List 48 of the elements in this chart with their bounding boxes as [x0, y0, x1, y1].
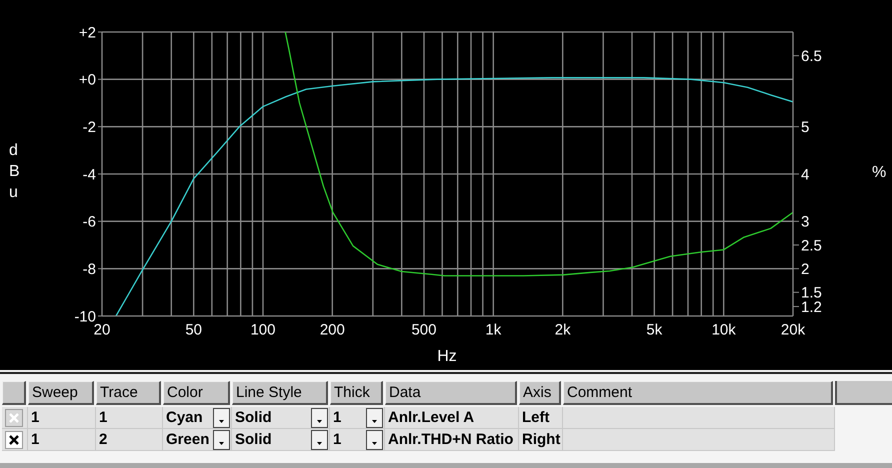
x-tick-label: 1k	[485, 322, 502, 339]
text: Line Style	[232, 381, 328, 405]
x-tick-label: 20	[94, 322, 110, 339]
text: Data	[385, 381, 517, 405]
text: Left	[519, 407, 563, 429]
text: 1	[96, 407, 163, 429]
y-tick-label: -2	[82, 118, 96, 136]
text: Color	[163, 381, 230, 405]
text: Trace	[96, 381, 161, 405]
text: Anlr.Level A	[385, 407, 519, 429]
x-tick-label: 10k	[712, 322, 736, 339]
x-tick-label: 500	[411, 322, 437, 339]
text: 1	[330, 407, 385, 429]
x-tick-label: 5k	[646, 322, 663, 339]
text: Solid	[232, 407, 330, 429]
text: Comment	[563, 381, 833, 405]
text: 1	[330, 429, 385, 451]
y-tick-label: -6	[82, 214, 96, 231]
x-tick-label: 200	[320, 322, 345, 339]
y2-axis-title: %	[872, 164, 886, 182]
text: Cyan	[163, 407, 232, 429]
x-tick-label: 100	[250, 322, 276, 339]
y-tick-label: -4	[82, 166, 96, 184]
y-axis-title: dBu	[9, 141, 21, 203]
x-axis-title: Hz	[436, 348, 458, 366]
text: 1	[28, 407, 96, 429]
y2-tick-label: 2	[801, 260, 810, 278]
x-tick-label: 50	[185, 322, 202, 339]
y-tick-label: +0	[78, 72, 96, 89]
text: Thick	[330, 381, 383, 405]
y-tick-label: -8	[82, 260, 96, 278]
text: Axis	[519, 381, 561, 405]
text: Right	[519, 429, 563, 451]
text: 1	[28, 429, 96, 451]
y2-tick-label: 6.5	[801, 48, 822, 65]
text: Sweep	[28, 381, 94, 405]
y-tick-label: +2	[78, 24, 96, 42]
x-tick-label: 2k	[554, 322, 572, 339]
x-tick-label: 20k	[780, 322, 806, 339]
y2-tick-label: 3	[801, 214, 810, 231]
y2-tick-label: 4	[801, 166, 810, 184]
text: Solid	[232, 429, 330, 451]
text: Anlr.THD+N Ratio	[385, 429, 519, 451]
text: Green	[163, 429, 232, 451]
y-tick-label: -10	[74, 308, 96, 326]
y2-tick-label: 2.5	[801, 237, 822, 254]
y2-tick-label: 5	[801, 118, 810, 136]
text: 2	[96, 429, 163, 451]
